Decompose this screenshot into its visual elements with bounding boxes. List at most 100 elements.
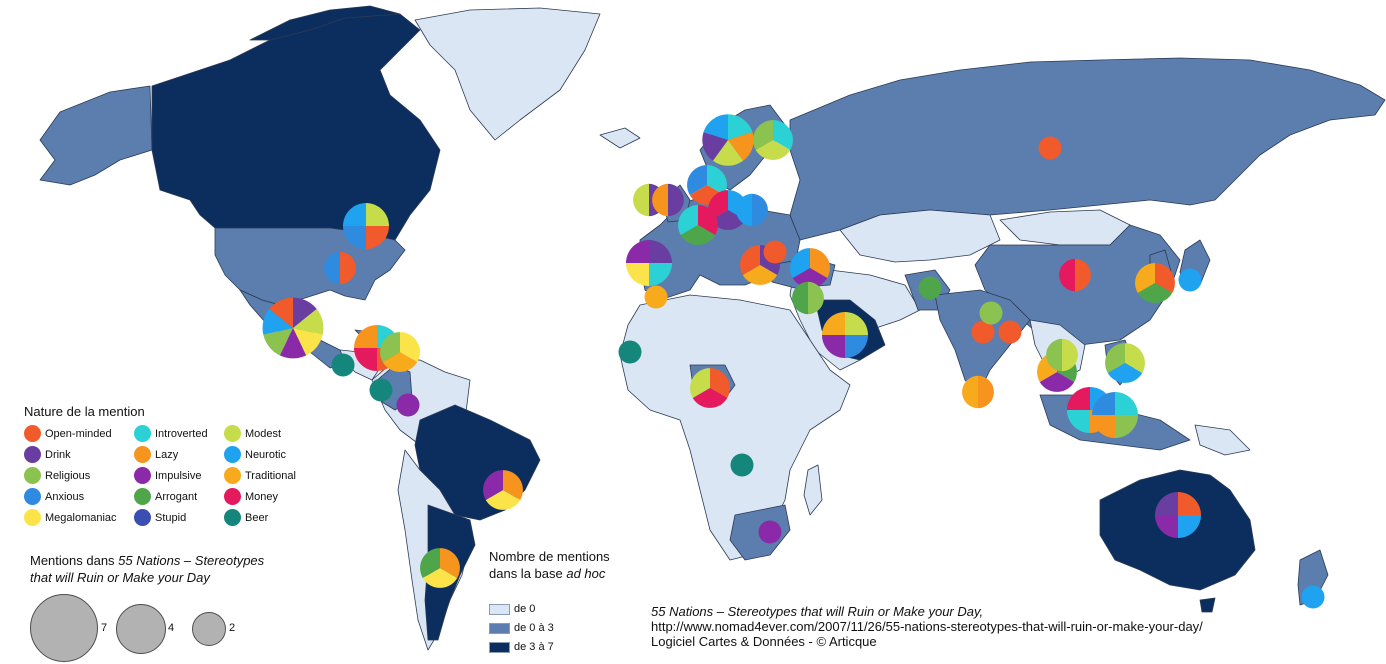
pie-slice xyxy=(1059,258,1075,292)
pie-korea xyxy=(1135,263,1175,303)
pie-slice xyxy=(1135,263,1155,293)
pie-slice xyxy=(678,205,698,235)
pie-slice xyxy=(1115,392,1138,415)
legend-item: Megalomaniac xyxy=(24,509,117,526)
legend-item: Arrogant xyxy=(134,488,197,505)
pie-slice xyxy=(343,203,366,226)
greenland-shape xyxy=(414,7,601,141)
pie-slice xyxy=(380,332,400,362)
pie-slice xyxy=(792,268,828,288)
pie-slice xyxy=(382,352,418,372)
pie-pakistan xyxy=(918,276,942,300)
pie-nepal xyxy=(979,301,1003,325)
png-shape xyxy=(1194,424,1251,456)
pie-slice xyxy=(649,263,672,286)
pie-slice xyxy=(736,193,752,227)
pie-france xyxy=(678,205,718,245)
legend-label: Impulsive xyxy=(155,469,202,482)
central-asia-shape xyxy=(839,209,1001,263)
pie-slice xyxy=(845,335,868,358)
pie-vietnam xyxy=(1046,338,1078,372)
pie-slice xyxy=(1092,415,1115,438)
pie-slice xyxy=(710,368,730,398)
pie-slice xyxy=(366,226,389,249)
legend-item: Traditional xyxy=(224,467,296,484)
pie-slice xyxy=(626,263,649,286)
legend-label: Beer xyxy=(245,511,269,524)
pie-slice xyxy=(269,297,293,328)
pie-slice xyxy=(396,393,420,417)
pie-slice xyxy=(918,276,942,300)
pie-slice xyxy=(690,368,710,398)
pie-slice xyxy=(262,309,293,335)
pie-slice xyxy=(962,375,978,409)
pie-poland xyxy=(736,193,768,227)
russia-shape xyxy=(789,57,1386,241)
pie-sri-lanka xyxy=(962,375,994,409)
legend-count-title-italic: ad hoc xyxy=(566,566,606,581)
source-url[interactable]: http://www.nomad4ever.com/2007/11/26/55-… xyxy=(651,619,1203,634)
pie-slice xyxy=(293,328,323,356)
legend-size-title-italic: 55 Nations – Stereotypes xyxy=(118,553,265,568)
pie-saudi-arabia xyxy=(822,312,868,358)
pie-slice xyxy=(728,132,754,161)
alaska-shape xyxy=(39,85,153,186)
legend-swatch xyxy=(134,425,151,442)
count-class: de 0 xyxy=(489,603,535,615)
legend-item: Modest xyxy=(224,425,281,442)
pie-mexico xyxy=(262,297,324,359)
legend-item: Introverted xyxy=(134,425,208,442)
pie-slice xyxy=(687,165,707,195)
pie-united-states xyxy=(324,251,356,285)
source-title: 55 Nations – Stereotypes that will Ruin … xyxy=(651,604,984,619)
pie-slice xyxy=(698,205,718,235)
pie-slice xyxy=(702,132,728,161)
pie-russia xyxy=(1038,136,1062,160)
legend-swatch xyxy=(134,488,151,505)
pie-slice xyxy=(1125,343,1145,373)
pie-slice xyxy=(822,312,845,335)
madagascar-shape xyxy=(803,464,823,516)
pie-slice xyxy=(1137,283,1173,303)
pie-slice xyxy=(649,240,672,263)
pie-slice xyxy=(279,328,307,359)
pie-slice xyxy=(483,470,503,500)
pie-slice xyxy=(1107,363,1143,383)
pie-tanzania xyxy=(730,453,754,477)
pie-slice xyxy=(503,470,523,500)
pie-slice xyxy=(1039,372,1075,392)
pie-slice xyxy=(755,140,791,160)
pie-philippines xyxy=(1105,343,1145,383)
count-class: de 3 à 7 xyxy=(489,641,554,653)
pie-slice xyxy=(740,245,760,275)
pie-argentina xyxy=(420,548,460,588)
pie-slice xyxy=(1062,338,1078,372)
pie-slice xyxy=(707,165,727,195)
pie-slice xyxy=(822,335,845,358)
pie-slice xyxy=(998,320,1022,344)
pie-slice xyxy=(485,490,521,510)
legend-label: Open-minded xyxy=(45,427,112,440)
pie-slice xyxy=(792,281,808,315)
pie-slice xyxy=(293,297,317,328)
size-label-small: 2 xyxy=(229,622,236,634)
size-circle-small xyxy=(192,612,226,646)
legend-label: Megalomaniac xyxy=(45,511,117,524)
legend-swatch xyxy=(24,467,41,484)
legend-item: Drink xyxy=(24,446,71,463)
pie-ecuador xyxy=(396,393,420,417)
source-note: 55 Nations – Stereotypes that will Ruin … xyxy=(651,604,1203,649)
legend-swatch xyxy=(224,509,241,526)
pie-slice xyxy=(324,251,340,285)
legend-label: Neurotic xyxy=(245,448,286,461)
count-swatch xyxy=(489,622,510,634)
pie-slice xyxy=(400,332,420,362)
pie-slice xyxy=(692,388,728,408)
legend-label: Lazy xyxy=(155,448,179,461)
pie-slice xyxy=(354,348,377,371)
pie-slice xyxy=(1067,410,1090,433)
legend-item: Open-minded xyxy=(24,425,112,442)
iceland-shape xyxy=(599,127,641,149)
